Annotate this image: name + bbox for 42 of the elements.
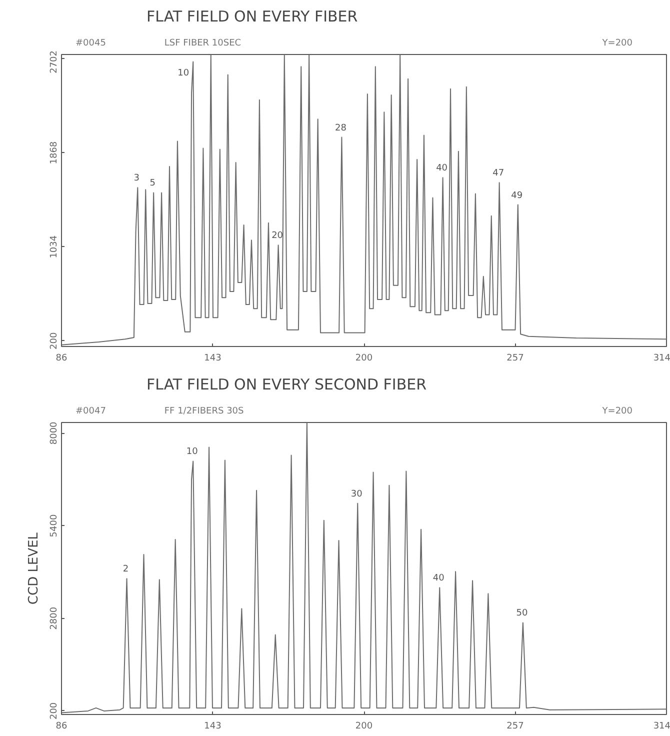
annotation: 28 bbox=[334, 123, 347, 134]
annotation: 30 bbox=[350, 489, 363, 500]
annotation: 40 bbox=[436, 164, 448, 174]
y-tick-label: 5400 bbox=[50, 514, 60, 538]
line-series bbox=[62, 422, 666, 714]
annotation: 10 bbox=[178, 68, 190, 79]
x-tick-label: 200 bbox=[355, 354, 373, 364]
y-tick-label: 1034 bbox=[50, 235, 60, 258]
chart-title: FLAT FIELD ON EVERY FIBER bbox=[146, 8, 358, 26]
x-tick-label: 86 bbox=[56, 354, 68, 364]
y-tick-label: 200 bbox=[50, 332, 60, 350]
y-tick-label: 2702 bbox=[50, 50, 60, 74]
annotation: 50 bbox=[516, 608, 528, 619]
text: LSF FIBER 10SEC bbox=[164, 38, 242, 48]
y-tick-label: 200 bbox=[50, 702, 60, 720]
y-tick-label: 1868 bbox=[50, 141, 60, 164]
annotation: 47 bbox=[492, 168, 504, 179]
x-tick-label: 314 bbox=[653, 722, 670, 732]
x-tick-label: 314 bbox=[653, 354, 670, 364]
annotation: 5 bbox=[150, 178, 156, 189]
chart-title: FLAT FIELD ON EVERY SECOND FIBER bbox=[146, 376, 427, 394]
y-tick-label: 8000 bbox=[50, 421, 60, 445]
annotation: 49 bbox=[511, 190, 523, 201]
x-tick-label: 86 bbox=[56, 722, 68, 732]
annotation: 10 bbox=[186, 447, 198, 458]
y-tick-label: 2800 bbox=[50, 606, 60, 630]
text: Y=200 bbox=[601, 406, 633, 416]
x-tick-label: 143 bbox=[204, 722, 222, 732]
line-series bbox=[62, 54, 666, 346]
x-tick-label: 143 bbox=[204, 354, 222, 364]
text: #0047 bbox=[76, 406, 106, 416]
x-tick-label: 257 bbox=[506, 722, 524, 732]
text: Y=200 bbox=[601, 38, 633, 48]
annotation: 2 bbox=[122, 564, 129, 575]
x-tick-label: 257 bbox=[506, 354, 524, 364]
x-tick-label: 200 bbox=[355, 722, 373, 732]
annotation: 40 bbox=[432, 574, 445, 584]
annotation: 3 bbox=[134, 174, 140, 184]
text: FF 1/2FIBERS 30S bbox=[164, 406, 244, 416]
text: #0045 bbox=[76, 38, 106, 48]
y-axis-title: CCD LEVEL bbox=[26, 532, 42, 605]
annotation: 20 bbox=[272, 231, 284, 242]
